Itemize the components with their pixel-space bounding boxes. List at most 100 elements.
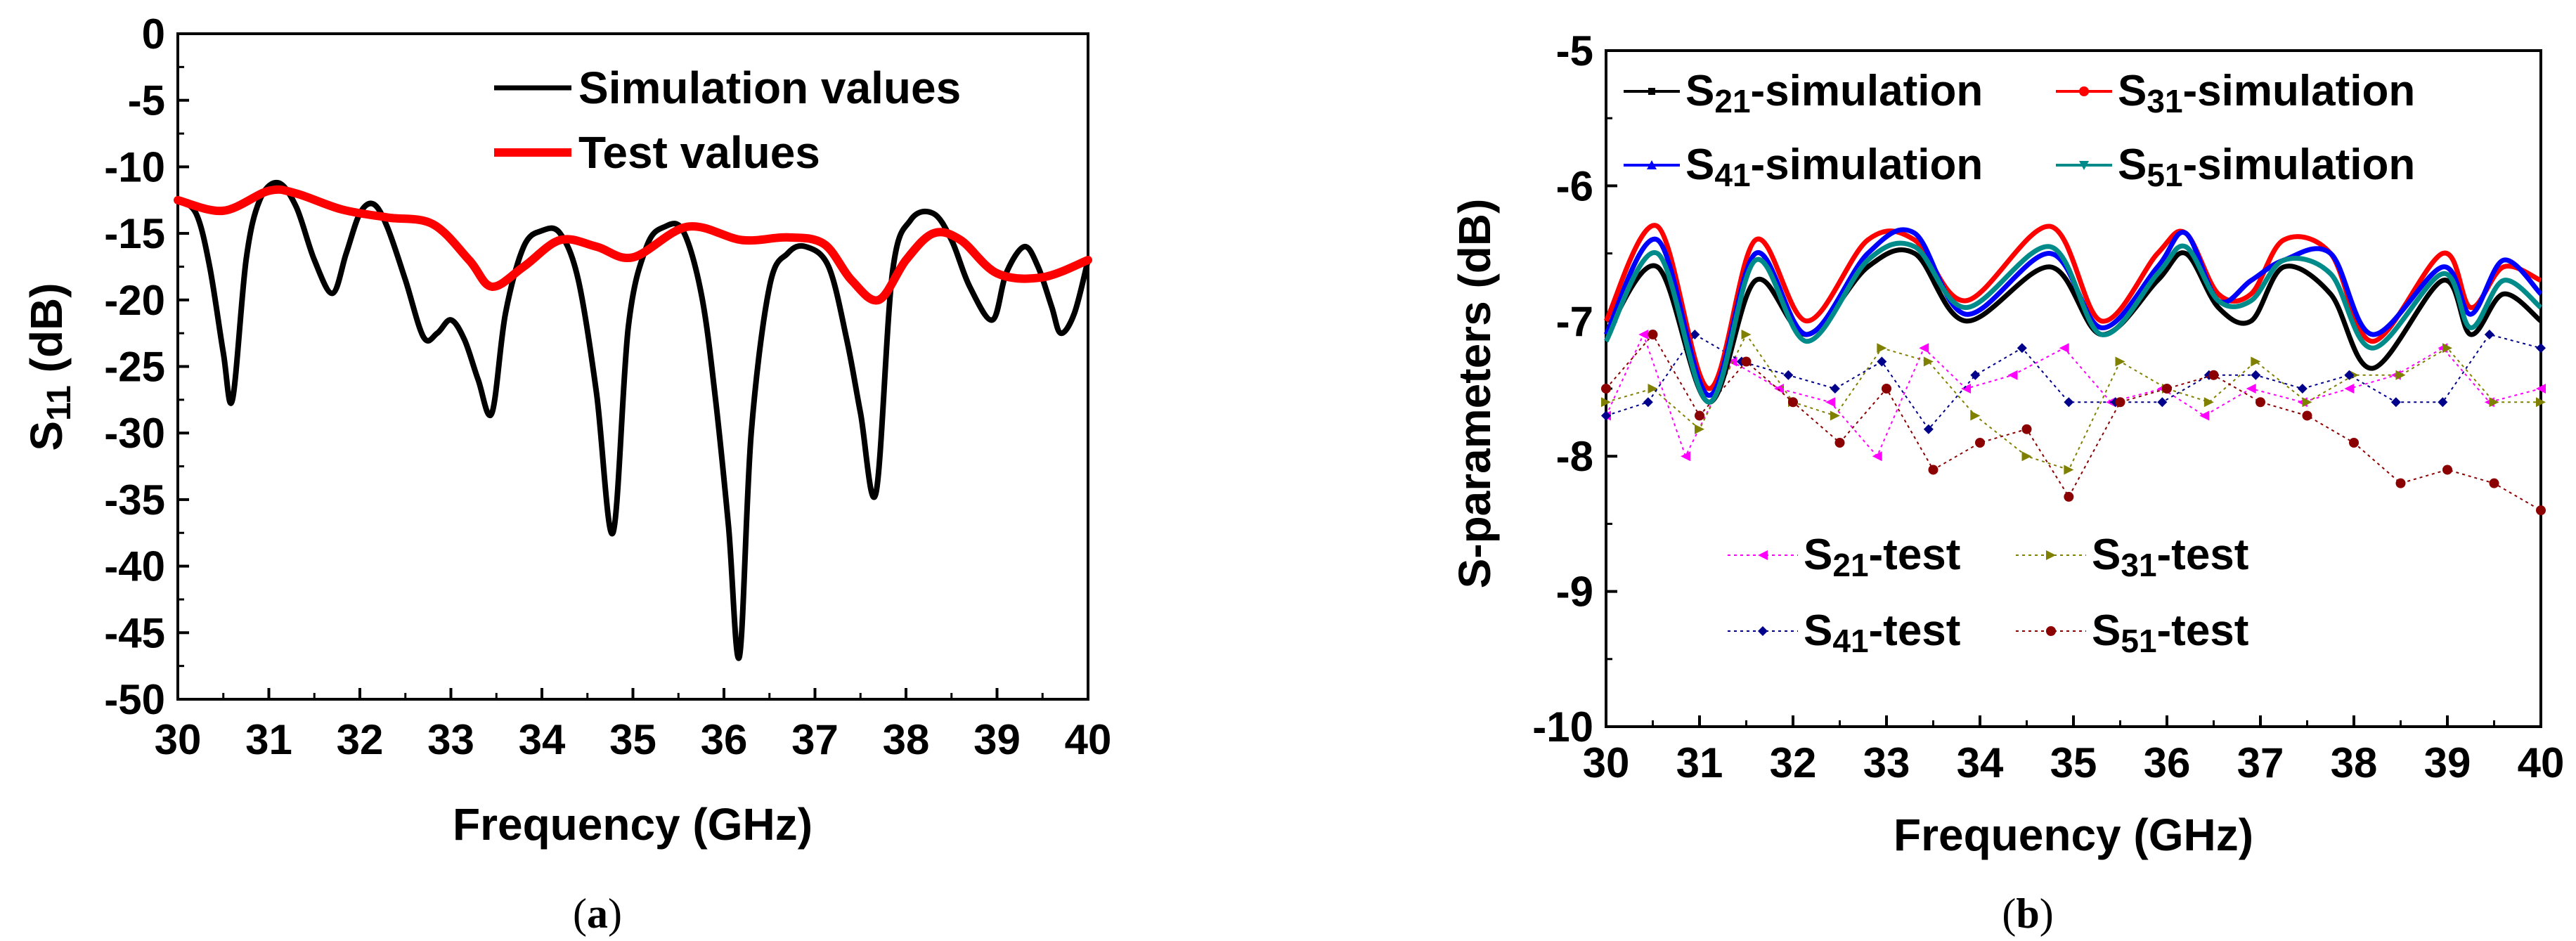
data-point-s41-test [2064, 397, 2074, 408]
data-point-s41-test [1690, 330, 1700, 340]
legend-marker-b [2079, 86, 2089, 96]
y-tick-label-a: -20 [104, 277, 165, 324]
data-point-s31-test [1970, 410, 1981, 421]
data-point-s31-test [2442, 343, 2452, 353]
data-point-s41-test [2344, 370, 2355, 380]
caption-b: (b) [2002, 890, 2053, 937]
y-axis-title-b: S-parameters (dB) [1449, 199, 1500, 589]
data-point-s21-test [1872, 451, 1882, 462]
x-tick-label-b: 31 [1676, 739, 1723, 786]
data-point-s41-test [2438, 397, 2448, 408]
data-point-s41-test [2484, 330, 2494, 340]
legend-label-b: S51-test [2092, 606, 2248, 659]
legend-marker-b [1647, 160, 1657, 169]
legend-marker-b [1758, 550, 1768, 560]
data-point-s31-test [1601, 397, 1611, 408]
data-point-s51-test [1834, 437, 1845, 448]
y-axis-title-a: S11 (dB) [21, 283, 78, 450]
series-group-b [1603, 223, 2543, 405]
data-point-s51-test [2442, 465, 2452, 475]
x-tick-label-b: 33 [1863, 739, 1910, 786]
data-point-s31-test [2395, 370, 2406, 380]
legend-label-b: S21-simulation [1685, 67, 1983, 119]
data-point-s51-test [1648, 330, 1658, 340]
data-point-s41-test [1970, 370, 1981, 380]
y-axis-b: -5 -6 -7 -8 -9 -10 [1532, 27, 1617, 751]
data-point-s41-test [2536, 343, 2546, 353]
legend-label-test: Test values [578, 127, 820, 178]
data-point-s21-test [1681, 451, 1691, 462]
data-point-s31-test [1830, 410, 1840, 421]
test-series-group-b [1601, 330, 2546, 516]
series-line-s21-test [1605, 332, 2542, 458]
legend-label-b: S21-test [1804, 531, 1960, 583]
data-point-s51-test [1741, 356, 1752, 367]
x-tick-label-b: 36 [2144, 739, 2191, 786]
data-point-s21-test [1638, 330, 1649, 340]
data-point-s41-test [2390, 397, 2401, 408]
data-point-s51-test [2536, 505, 2546, 516]
y-axis-title-unit: (dB) [21, 283, 72, 385]
legend-label-b: S41-simulation [1685, 141, 1983, 193]
y-tick-label-a: -30 [104, 410, 165, 457]
data-point-s31-test [2021, 451, 2032, 462]
panel-b: 30 31 32 33 34 35 36 37 38 39 40 -5 -6 -7 -8 -9 -10 Fre… [1449, 27, 2564, 937]
legend-label-b: S31-test [2092, 531, 2248, 583]
y-axis-title-main: S [21, 421, 72, 451]
x-tick-label-a: 37 [791, 716, 839, 763]
data-point-s51-test [2208, 370, 2219, 380]
x-tick-label-b: 34 [1957, 739, 2004, 786]
data-point-s21-test [2246, 384, 2256, 394]
y-tick-label-a: -10 [104, 143, 165, 190]
series-line-s41-test [1605, 333, 2542, 431]
x-axis-title-a: Frequency (GHz) [453, 799, 813, 850]
data-point-s21-test [2007, 370, 2018, 380]
data-point-s51-test [1928, 465, 1939, 475]
data-point-s51-test [2162, 384, 2172, 394]
x-axis-a: 30 31 32 33 34 35 36 37 38 39 40 [155, 688, 1112, 763]
data-point-s51-test [1975, 437, 1985, 448]
y-tick-label-b: -6 [1556, 162, 1593, 209]
data-point-s51-test [2021, 424, 2032, 434]
x-tick-label-b: 37 [2237, 739, 2284, 786]
data-point-s51-test [2349, 437, 2359, 448]
data-point-s51-test [2302, 410, 2312, 421]
x-axis-title-b: Frequency (GHz) [1894, 810, 2253, 860]
x-tick-label-a: 32 [337, 716, 384, 763]
data-point-s51-test [1788, 397, 1798, 408]
data-point-s31-test [2489, 397, 2499, 408]
x-tick-label-b: 38 [2331, 739, 2378, 786]
data-point-s21-test [1919, 343, 1929, 353]
data-point-s41-test [2017, 343, 2027, 353]
x-tick-label-b: 30 [1583, 739, 1630, 786]
legend-label-b: S31-simulation [2118, 67, 2415, 119]
legend-label-b: S41-test [1804, 606, 1960, 659]
data-point-s31-test [1648, 384, 1658, 394]
data-point-s41-test [1643, 397, 1653, 408]
y-tick-label-a: -40 [104, 543, 165, 590]
series-group-a [174, 179, 1092, 661]
x-tick-label-a: 33 [427, 716, 474, 763]
x-axis-b: 30 31 32 33 34 35 36 37 38 39 40 [1583, 715, 2564, 786]
legend-label-simulation: Simulation values [578, 63, 961, 113]
x-tick-label-a: 34 [519, 716, 566, 763]
data-point-s21-test [1774, 384, 1785, 394]
data-point-s51-test [1882, 384, 1891, 394]
legend-marker-b [1758, 626, 1768, 636]
data-point-s21-test [2344, 384, 2355, 394]
data-point-s21-test [2059, 343, 2069, 353]
x-tick-label-a: 40 [1065, 716, 1112, 763]
data-point-s31-test [1923, 356, 1934, 367]
y-tick-label-b: -8 [1556, 433, 1593, 480]
x-tick-label-a: 31 [245, 716, 292, 763]
data-point-s41-test [1923, 424, 1934, 434]
data-point-s31-test [2251, 356, 2261, 367]
y-tick-label-a: -45 [104, 609, 165, 656]
data-point-s51-test [2255, 397, 2265, 408]
data-point-s41-test [1601, 410, 1611, 421]
legend-marker-b [2046, 626, 2056, 636]
data-point-s41-test [1783, 370, 1794, 380]
data-point-s51-test [2064, 491, 2074, 502]
data-point-s51-test [1601, 384, 1611, 394]
panel-a: 30 31 32 33 34 35 36 37 38 39 40 0 -5 -10 -15 -20 -25 -3… [21, 11, 1111, 937]
